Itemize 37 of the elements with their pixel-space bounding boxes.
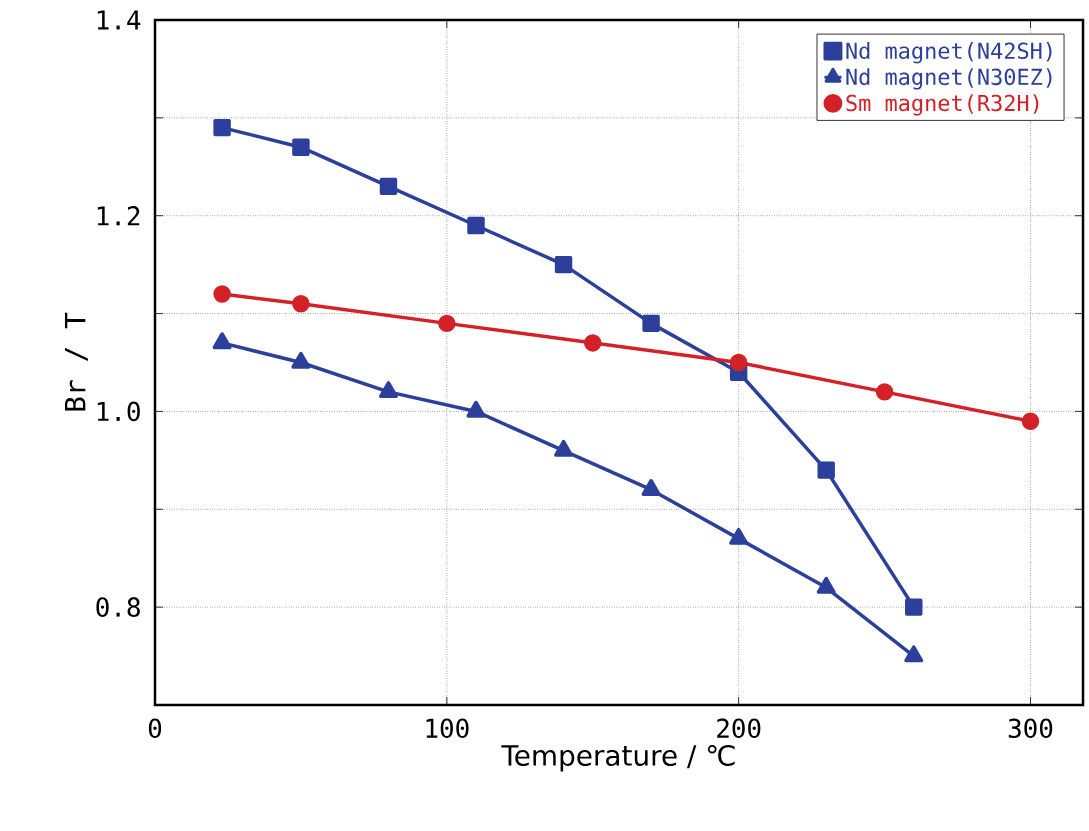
y-tick-label: 1.4 (97, 10, 141, 30)
y-tick-label: 1.2 (97, 206, 140, 226)
y-axis-title: Br / T (64, 312, 88, 411)
x-tick-label: 200 (717, 718, 761, 739)
point (213, 285, 231, 303)
point (466, 400, 486, 418)
x-tick-label: 300 (1008, 718, 1053, 739)
point (642, 314, 660, 333)
x-axis-title: Temperature / ℃ (501, 744, 735, 772)
point (292, 295, 310, 313)
legend-label: Nd magnet(N30EZ) (846, 68, 1052, 90)
point (291, 351, 311, 369)
point (904, 645, 924, 663)
point (554, 439, 574, 457)
point (875, 383, 894, 401)
y-tick-label: 0.8 (96, 597, 140, 617)
point (379, 177, 398, 196)
point (554, 255, 573, 274)
point (438, 314, 456, 333)
point (729, 353, 748, 372)
point (905, 598, 923, 616)
point (467, 216, 485, 235)
legend-label: Nd magnet(N42SH) (846, 42, 1052, 64)
point (212, 332, 232, 350)
point (641, 479, 661, 496)
point (1021, 412, 1040, 430)
point (816, 576, 836, 594)
point (729, 527, 749, 545)
x-tick-label: 100 (426, 718, 469, 739)
x-tick-label: 0 (148, 718, 162, 739)
point (378, 381, 398, 399)
point (213, 118, 231, 137)
legend-label: Sm magnet(R32H) (846, 94, 1039, 116)
point (817, 461, 835, 479)
point (292, 138, 310, 156)
point (584, 334, 602, 352)
y-tick-label: 1.0 (97, 401, 140, 422)
